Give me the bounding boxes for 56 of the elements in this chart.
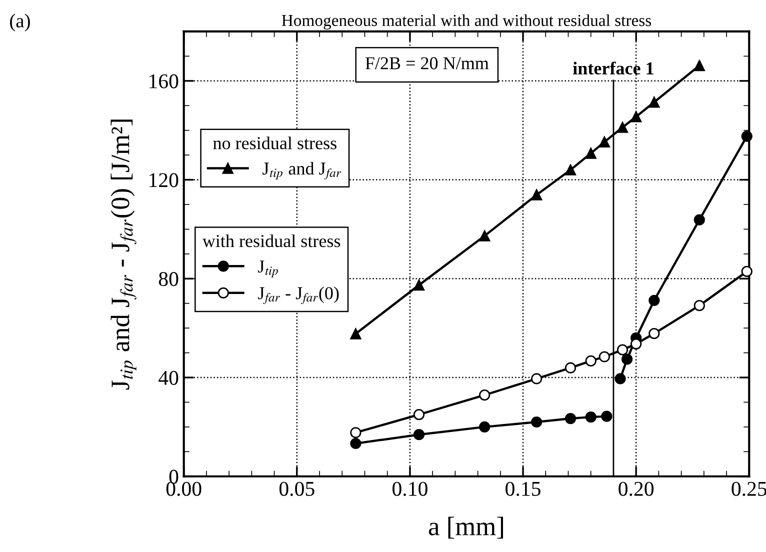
legend-label: J$_{tip}$ and J$_{far}$ [262, 162, 342, 180]
ref-line-label: interface 1 [573, 62, 654, 75]
point [648, 328, 660, 340]
point [621, 354, 633, 365]
point [741, 266, 752, 278]
y-tick-label: 80 [158, 272, 178, 286]
point [601, 410, 612, 422]
x-tick-label: 0.20 [618, 482, 654, 496]
text: no residual stress [213, 136, 336, 150]
y-tick-label: 0 [169, 470, 178, 484]
point [479, 230, 490, 242]
point [413, 280, 425, 291]
chart-title: Homogeneous material with and without residual stress [282, 14, 652, 30]
x-tick-label: 0.10 [392, 482, 428, 496]
point [616, 122, 628, 133]
point [531, 416, 542, 428]
point [598, 136, 610, 148]
point [630, 111, 642, 122]
point [564, 362, 576, 374]
point [616, 344, 628, 356]
annotation: F/2B = 20 N/mm [365, 57, 489, 70]
x-axis-title: a [mm] [428, 516, 504, 539]
point [694, 60, 705, 72]
point [585, 355, 596, 366]
point [694, 214, 705, 226]
point [648, 294, 660, 306]
point [531, 189, 542, 200]
point [413, 429, 425, 440]
point [598, 351, 610, 362]
point [648, 96, 660, 108]
point [630, 338, 642, 350]
point [564, 412, 576, 424]
legend-label: J$_{far}$ - J$_{far}$(0) [258, 286, 339, 304]
y-axis-title: J$_{tip}$ and J$_{far}$ - J$_{far}$(0) [J/m²] [110, 120, 136, 390]
point [479, 421, 490, 432]
point [614, 373, 626, 384]
point [564, 164, 576, 176]
point [413, 409, 425, 420]
y-tick-label: 40 [158, 370, 178, 385]
text: with residual stress [202, 234, 340, 248]
x-tick-label: 0.05 [279, 482, 314, 496]
y-tick-label: 160 [150, 74, 178, 88]
point [741, 130, 752, 142]
point [585, 148, 596, 159]
point [350, 328, 362, 340]
point [694, 300, 705, 312]
point [585, 412, 596, 423]
x-tick-label: 0.00 [166, 482, 202, 496]
point [350, 427, 362, 438]
text: (a) [10, 14, 30, 32]
legend-label: J$_{tip}$ [258, 260, 278, 278]
x-tick-label: 0.15 [506, 482, 540, 496]
point [479, 390, 490, 401]
point [350, 438, 362, 450]
y-tick-label: 120 [150, 173, 178, 188]
point [531, 373, 542, 384]
